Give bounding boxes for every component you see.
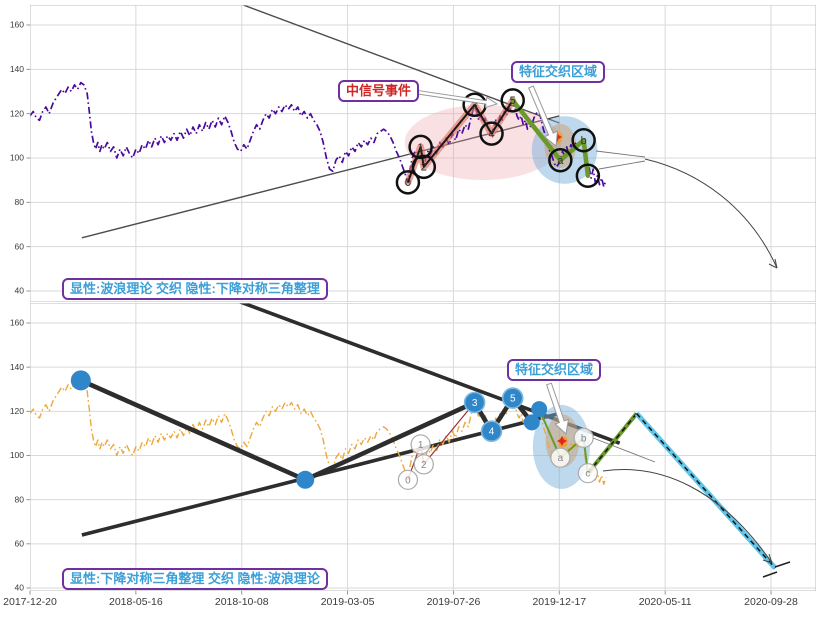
- triangle-pivot-dot: [531, 401, 548, 418]
- y-tick-label: 140: [10, 64, 24, 74]
- triangle-pivot-dot: [296, 470, 315, 489]
- wave-circle-3: [463, 391, 486, 414]
- leader-line: [598, 160, 646, 170]
- wave-label-2: 2: [421, 460, 427, 471]
- wave-circle-0: [397, 469, 419, 490]
- y-tick-label: 80: [15, 494, 25, 504]
- wave-label-a: a: [557, 155, 564, 167]
- y-tick-label: 160: [10, 318, 24, 328]
- forecast-curve-arrow: [644, 158, 778, 269]
- wave-label-b: b: [581, 433, 587, 444]
- y-tick-label: 60: [15, 539, 25, 549]
- x-tick-label: 2019-12-17: [532, 596, 586, 608]
- annotation-feature-interweave-zone-bottom: 特征交织区域: [507, 359, 602, 382]
- annotation-feature-interweave-zone-top: 特征交织区域: [511, 61, 606, 84]
- price-line-top: [30, 81, 607, 188]
- forecast-curve-arrow: [602, 469, 773, 564]
- impulse-wave-line: [406, 99, 514, 183]
- projection-end-tick: [774, 561, 791, 568]
- wave-circle-5: [500, 88, 525, 113]
- arrowhead: [774, 258, 778, 269]
- wave-label-5: 5: [510, 394, 516, 405]
- projection-green-dash: [587, 413, 638, 474]
- wave-label-b: b: [581, 135, 587, 147]
- arrowhead: [762, 559, 773, 564]
- projection-end-tick: [762, 571, 778, 578]
- y-tick-label: 140: [10, 362, 24, 372]
- triangle-pivot-dot: [70, 370, 91, 391]
- triangle-upper-line: [237, 303, 621, 445]
- correction-abc-line: [510, 98, 591, 178]
- arrowhead: [768, 263, 778, 269]
- wave-circle-5: [501, 387, 524, 409]
- wave-circle-b: [571, 128, 596, 153]
- triangle-upper-line: [241, 5, 560, 124]
- wave-label-4: 4: [489, 427, 495, 438]
- wave-circle-1: [408, 134, 433, 160]
- y-tick-label: 120: [10, 108, 24, 118]
- y-tick-label: 100: [10, 153, 24, 163]
- x-tick-label: 2020-05-11: [639, 596, 692, 608]
- wave-circle-c: [575, 163, 601, 188]
- wave-label-3: 3: [472, 100, 478, 112]
- callout-arrow: [415, 89, 499, 108]
- wave-label-4: 4: [488, 128, 494, 140]
- x-tick-label: 2019-07-26: [427, 596, 481, 608]
- wave-circle-2: [411, 154, 437, 180]
- wave-label-c: c: [585, 469, 590, 480]
- arrowhead: [768, 553, 773, 564]
- caption-top-panel: 显性:波浪理论 交织 隐性:下降对称三角整理: [62, 278, 328, 301]
- callout-arrow: [545, 382, 570, 436]
- x-tick-label: 2019-03-05: [321, 596, 375, 608]
- y-tick-label: 60: [15, 241, 25, 251]
- wave-label-2: 2: [421, 162, 427, 174]
- wave-label-a: a: [558, 453, 564, 464]
- wave-circle-4: [479, 121, 504, 146]
- correction-abc-line: [538, 408, 589, 474]
- wave-circle-2: [413, 454, 434, 475]
- wave-label-0: 0: [405, 177, 411, 189]
- price-line-bottom: [30, 379, 607, 485]
- wave-label-1: 1: [418, 142, 424, 154]
- wave-circle-0: [395, 170, 421, 195]
- projection-cyan-dash: [636, 413, 776, 569]
- y-tick-label: 100: [10, 450, 24, 460]
- wave-label-3: 3: [472, 398, 478, 409]
- wave-label-0: 0: [405, 475, 411, 486]
- x-tick-label: 2018-10-08: [215, 596, 269, 608]
- y-tick-label: 160: [10, 20, 24, 30]
- y-tick-label: 40: [15, 286, 25, 296]
- flame-marker: [557, 436, 567, 446]
- wave-circle-c: [577, 463, 598, 484]
- callout-arrow: [528, 85, 558, 147]
- triangle-pivot-dot: [523, 414, 540, 431]
- wave-circle-1: [410, 434, 431, 455]
- leader-line: [595, 150, 646, 158]
- x-tick-label: 2018-05-16: [109, 596, 163, 608]
- wave-circle-4: [480, 420, 503, 443]
- x-tick-label: 2017-12-20: [3, 596, 57, 608]
- y-tick-label: 40: [15, 583, 25, 593]
- wave-circle-a: [548, 147, 573, 173]
- wave-label-5: 5: [510, 95, 516, 107]
- y-tick-label: 120: [10, 406, 24, 416]
- panel-top: 0 1 2 3 4 5 a b: [30, 5, 816, 302]
- panel-bottom: 0 1 2 3 4 5 a b c: [30, 303, 816, 591]
- wave-circle-a: [550, 447, 571, 468]
- leader-line: [592, 437, 656, 463]
- x-tick-label: 2020-09-28: [744, 596, 798, 608]
- y-tick-label: 80: [15, 197, 25, 207]
- wave-label-1: 1: [418, 440, 424, 451]
- annotation-mid-signal-event: 中信号事件: [338, 80, 420, 103]
- caption-bottom-panel: 显性:下降对称三角整理 交织 隐性:波浪理论: [62, 568, 328, 591]
